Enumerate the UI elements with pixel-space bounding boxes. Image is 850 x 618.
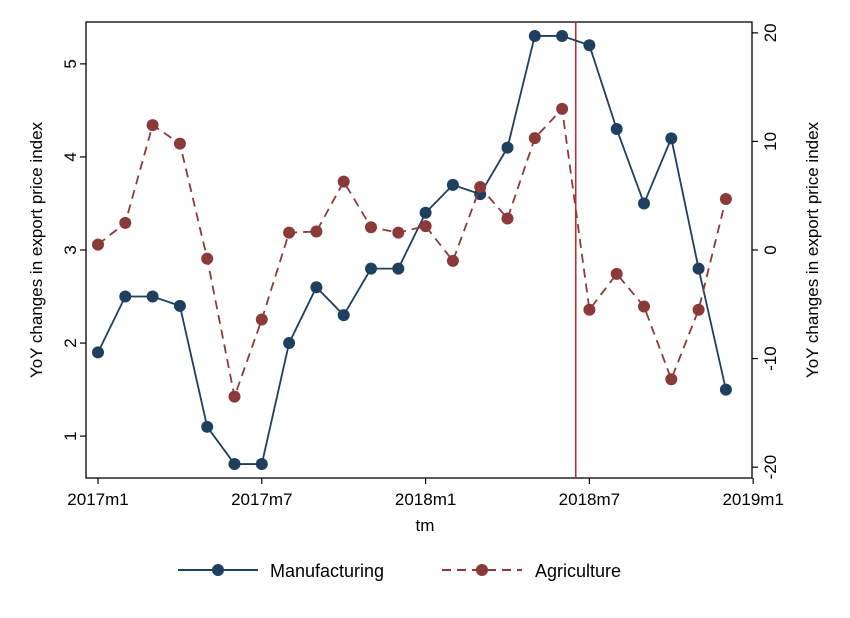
data-point-manufacturing [146, 290, 159, 303]
left-y-tick-label: 2 [61, 338, 80, 347]
right-y-axis-title: YoY changes in export price index [803, 121, 822, 378]
data-point-manufacturing [228, 458, 241, 471]
x-tick-label: 2019m1 [722, 490, 783, 509]
data-point-agriculture [446, 254, 459, 267]
data-point-manufacturing [337, 309, 350, 322]
x-tick-label: 2017m7 [231, 490, 292, 509]
data-point-manufacturing [310, 281, 323, 294]
data-point-agriculture [92, 238, 104, 251]
data-point-agriculture [337, 175, 350, 188]
data-point-agriculture [392, 226, 405, 239]
data-point-agriculture [528, 132, 541, 145]
plot-frame [85, 21, 753, 479]
left-y-axis-title: YoY changes in export price index [27, 121, 46, 378]
data-point-agriculture [228, 390, 241, 403]
data-point-agriculture [201, 252, 214, 265]
data-point-agriculture [146, 119, 159, 132]
data-point-manufacturing [501, 141, 514, 154]
legend-manufacturing-label: Manufacturing [270, 561, 384, 581]
data-point-agriculture [556, 102, 569, 115]
data-point-agriculture [692, 303, 705, 316]
data-point-agriculture [310, 225, 323, 238]
data-point-manufacturing [692, 262, 705, 275]
right-y-tick-label: -10 [761, 346, 780, 371]
data-point-agriculture [474, 181, 487, 194]
data-point-manufacturing [419, 206, 432, 219]
data-point-manufacturing [446, 178, 459, 191]
data-point-agriculture [610, 267, 623, 280]
data-point-manufacturing [638, 197, 650, 210]
left-y-tick-label: 1 [61, 431, 80, 440]
left-y-tick-label: 4 [61, 152, 80, 161]
data-point-agriculture [119, 216, 132, 229]
left-y-axis: 1 2 3 4 5 [61, 59, 86, 441]
data-point-agriculture [501, 212, 514, 225]
data-point-agriculture [719, 192, 732, 205]
data-point-agriculture [665, 373, 678, 386]
data-point-agriculture [255, 313, 268, 326]
data-point-manufacturing [610, 123, 623, 136]
legend-agriculture-marker [476, 564, 488, 576]
legend: Manufacturing Agriculture [178, 561, 621, 581]
legend-manufacturing-marker [212, 564, 224, 576]
data-point-manufacturing [665, 132, 678, 145]
x-tick-label: 2017m1 [67, 490, 128, 509]
x-axis: 2017m1 2017m7 2018m1 2018m7 2019m1 [67, 478, 784, 509]
left-y-tick-label: 3 [61, 245, 80, 254]
right-y-tick-label: 20 [761, 23, 780, 42]
data-point-manufacturing [92, 346, 104, 359]
data-point-agriculture [173, 137, 186, 150]
left-y-tick-label: 5 [61, 59, 80, 68]
series-layer [92, 29, 732, 471]
data-point-manufacturing [255, 458, 268, 471]
right-y-tick-label: -20 [761, 455, 780, 480]
legend-agriculture-label: Agriculture [535, 561, 621, 581]
data-point-agriculture [365, 221, 377, 234]
x-axis-title: tm [416, 516, 435, 535]
data-point-manufacturing [119, 290, 132, 303]
data-point-agriculture [638, 300, 650, 313]
data-point-manufacturing [173, 299, 186, 312]
x-tick-label: 2018m7 [559, 490, 620, 509]
series-line-agriculture [97, 106, 727, 400]
data-point-manufacturing [392, 262, 405, 275]
data-point-manufacturing [365, 262, 377, 275]
data-point-manufacturing [201, 420, 214, 433]
data-point-manufacturing [583, 39, 596, 52]
x-tick-label: 2018m1 [395, 490, 456, 509]
right-y-axis: -20 -10 0 10 20 [752, 23, 780, 479]
series-line-manufacturing [97, 35, 727, 465]
data-point-manufacturing [719, 383, 732, 396]
data-point-manufacturing [556, 29, 569, 42]
data-point-agriculture [419, 220, 432, 233]
data-point-agriculture [283, 226, 296, 239]
data-point-manufacturing [283, 337, 296, 350]
data-point-agriculture [583, 303, 596, 316]
right-y-tick-label: 0 [761, 245, 780, 254]
data-point-manufacturing [528, 29, 541, 42]
right-y-tick-label: 10 [761, 132, 780, 151]
